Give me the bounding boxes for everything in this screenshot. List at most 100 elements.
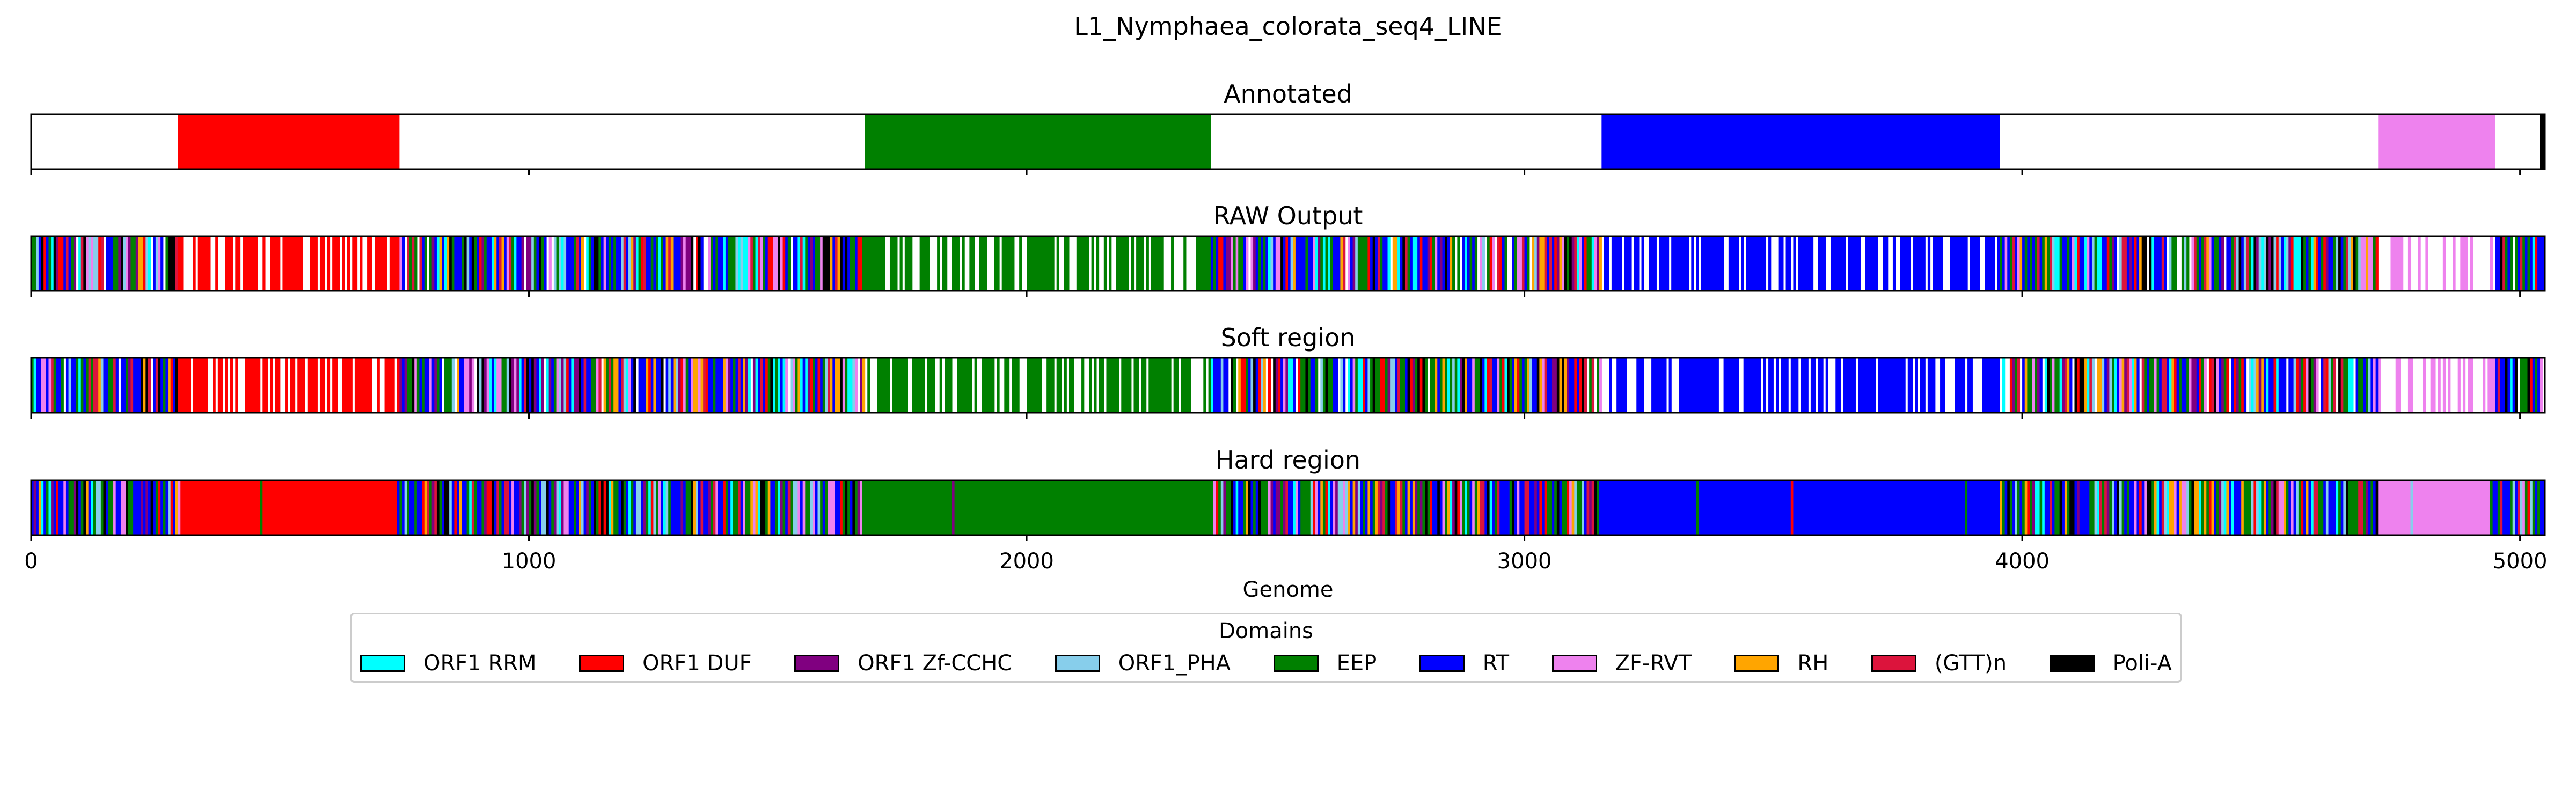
stripe	[511, 358, 515, 413]
stripe	[429, 236, 433, 291]
stripe	[1619, 480, 1622, 535]
stripe	[1410, 236, 1413, 291]
stripe	[1803, 480, 1806, 535]
stripe	[1031, 358, 1035, 413]
stripe	[1985, 480, 1988, 535]
stripe	[805, 236, 808, 291]
stripe	[2186, 480, 2190, 535]
stripe	[892, 236, 895, 291]
stripe	[1818, 236, 1821, 291]
stripe	[322, 480, 325, 535]
stripe	[2141, 358, 2145, 413]
stripe	[2221, 480, 2224, 535]
stripe	[1547, 480, 1550, 535]
stripe	[262, 358, 266, 413]
stripe	[1524, 236, 1527, 291]
stripe	[1472, 236, 1475, 291]
stripe	[1136, 480, 1139, 535]
stripe	[2380, 480, 2384, 535]
stripe	[658, 480, 661, 535]
stripe	[2378, 358, 2381, 413]
stripe	[1621, 358, 1624, 413]
stripe	[1718, 236, 1722, 291]
stripe	[1099, 358, 1102, 413]
stripe	[1935, 236, 1938, 291]
x-tick-label: 0	[24, 549, 38, 574]
stripe	[553, 480, 557, 535]
stripe	[1302, 358, 1306, 413]
stripe	[1651, 236, 1655, 291]
stripe	[1457, 480, 1460, 535]
stripe	[1529, 358, 1533, 413]
stripe	[1723, 480, 1726, 535]
stripe	[656, 358, 659, 413]
stripe	[598, 358, 602, 413]
stripe	[449, 358, 452, 413]
stripe	[1318, 480, 1321, 535]
stripe	[1788, 236, 1791, 291]
stripe	[2069, 236, 2073, 291]
stripe	[564, 236, 567, 291]
stripe	[2136, 236, 2140, 291]
stripe	[2366, 236, 2369, 291]
stripe	[509, 358, 512, 413]
stripe	[434, 236, 437, 291]
stripe	[1723, 358, 1726, 413]
stripe	[1402, 358, 1406, 413]
stripe	[1360, 480, 1363, 535]
stripe	[319, 236, 323, 291]
stripe	[155, 358, 159, 413]
stripe	[1447, 480, 1451, 535]
stripe	[1248, 480, 1252, 535]
stripe	[1571, 480, 1575, 535]
stripe	[1801, 358, 1804, 413]
stripe	[1044, 480, 1047, 535]
stripe	[683, 236, 686, 291]
stripe	[2390, 480, 2394, 535]
stripe	[2089, 236, 2092, 291]
stripe	[1081, 480, 1085, 535]
stripe	[2027, 236, 2030, 291]
stripe	[2199, 480, 2202, 535]
stripe	[2512, 480, 2515, 535]
stripe	[1992, 358, 1995, 413]
stripe	[2019, 480, 2023, 535]
stripe	[1653, 236, 1657, 291]
stripe	[2385, 480, 2389, 535]
stripe	[387, 358, 390, 413]
stripe	[33, 236, 36, 291]
stripe	[2355, 480, 2359, 535]
stripe	[1348, 358, 1351, 413]
stripe	[583, 480, 587, 535]
stripe	[2062, 236, 2065, 291]
stripe	[1049, 358, 1052, 413]
stripe	[1027, 358, 1030, 413]
stripe	[111, 358, 114, 413]
stripe	[561, 358, 565, 413]
stripe	[1302, 480, 1306, 535]
stripe	[715, 358, 719, 413]
stripe	[118, 480, 121, 535]
stripe	[1708, 480, 1711, 535]
stripe	[1733, 480, 1737, 535]
stripe	[2407, 480, 2411, 535]
stripe	[1539, 358, 1542, 413]
stripe	[1462, 358, 1465, 413]
stripe	[793, 480, 796, 535]
stripe	[1731, 480, 1734, 535]
stripe	[2348, 480, 2351, 535]
stripe	[2079, 236, 2083, 291]
stripe	[1439, 236, 1443, 291]
stripe	[1198, 236, 1202, 291]
stripe	[462, 480, 465, 535]
stripe	[730, 480, 734, 535]
stripe	[758, 358, 761, 413]
stripe	[332, 358, 335, 413]
stripe	[1156, 236, 1159, 291]
stripe	[2527, 358, 2530, 413]
stripe	[2208, 358, 2212, 413]
stripe	[2306, 480, 2309, 535]
stripe	[2194, 358, 2197, 413]
stripe	[842, 358, 846, 413]
stripe	[1668, 480, 1672, 535]
